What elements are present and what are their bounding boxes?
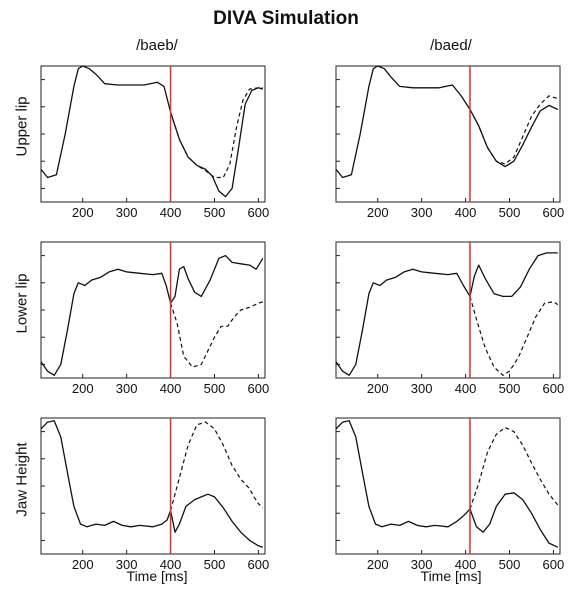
panel-2-1-dashed-line xyxy=(170,301,263,368)
panel-3-1-xtick-label-1: 300 xyxy=(116,557,138,572)
panel-2-2-xtick-label-3: 500 xyxy=(499,381,521,396)
panel-3-2-xtick-label-2: 400 xyxy=(455,557,477,572)
panel-3-2-solid-line xyxy=(335,420,559,548)
panel-2-2-xtick-label-4: 600 xyxy=(543,381,565,396)
panel-1-1-xtick-label-4: 600 xyxy=(248,205,270,220)
panel-2-1-xtick-label-3: 500 xyxy=(204,381,226,396)
panel-1-2-xtick-label-2: 400 xyxy=(455,205,477,220)
panel-2-1-xtick-label-4: 600 xyxy=(248,381,270,396)
panel-2-2-solid-line xyxy=(335,252,558,376)
panel-3-1-xtick-label-3: 500 xyxy=(204,557,226,572)
panel-3-2-xtick-label-4: 600 xyxy=(543,557,565,572)
panel-3-2-frame xyxy=(335,417,561,555)
panel-2-2-frame xyxy=(335,241,561,379)
panel-2-2-xtick-label-0: 200 xyxy=(367,381,389,396)
panel-1-1-solid-line xyxy=(40,65,263,198)
panel-2-1-xtick-label-0: 200 xyxy=(72,381,94,396)
panel-2-1-solid-line xyxy=(40,254,264,376)
panel-2-1-xtick-label-2: 400 xyxy=(160,381,182,396)
panel-2-2-xtick-label-2: 400 xyxy=(455,381,477,396)
figure-title: DIVA Simulation xyxy=(213,8,359,29)
panel-1-2-xtick-label-4: 600 xyxy=(543,205,565,220)
panel-2-1-xtick-label-1: 300 xyxy=(116,381,138,396)
panel-1-1-xtick-label-3: 500 xyxy=(204,205,226,220)
panel-1-2-solid-line xyxy=(335,65,559,179)
panel-3-1-xtick-label-0: 200 xyxy=(72,557,94,572)
panel-2-2-xtick-label-1: 300 xyxy=(411,381,433,396)
panel-3-1-frame xyxy=(40,417,266,555)
column-title-baed: /baed/ xyxy=(430,37,472,54)
panel-3-1-xtick-label-2: 400 xyxy=(160,557,182,572)
panel-3-2-dashed-line xyxy=(469,426,559,510)
panel-1-1-xtick-label-2: 400 xyxy=(160,205,182,220)
panel-3-1-xtick-label-4: 600 xyxy=(248,557,270,572)
panel-1-2-xtick-label-3: 500 xyxy=(499,205,521,220)
panel-1-1-xtick-label-1: 300 xyxy=(116,205,138,220)
panel-3-1-dashed-line xyxy=(170,421,264,511)
panel-1-2-xtick-label-0: 200 xyxy=(367,205,389,220)
panel-3-2-xtick-label-0: 200 xyxy=(367,557,389,572)
x-axis-label-left: Time [ms] xyxy=(126,568,188,584)
panel-1-1-xtick-label-0: 200 xyxy=(72,205,94,220)
panel-3-2-xtick-label-1: 300 xyxy=(411,557,433,572)
x-axis-label-right: Time [ms] xyxy=(420,568,482,584)
panel-2-2-dashed-line xyxy=(469,296,559,376)
column-title-baeb: /baeb/ xyxy=(136,37,178,54)
panel-1-2-xtick-label-1: 300 xyxy=(411,205,433,220)
panel-3-2-xtick-label-3: 500 xyxy=(499,557,521,572)
panel-1-2-dashed-line xyxy=(469,95,558,165)
panel-1-1-dashed-line xyxy=(170,87,263,179)
panel-1-1-frame xyxy=(40,65,266,203)
panel-3-1-solid-line xyxy=(40,420,263,548)
